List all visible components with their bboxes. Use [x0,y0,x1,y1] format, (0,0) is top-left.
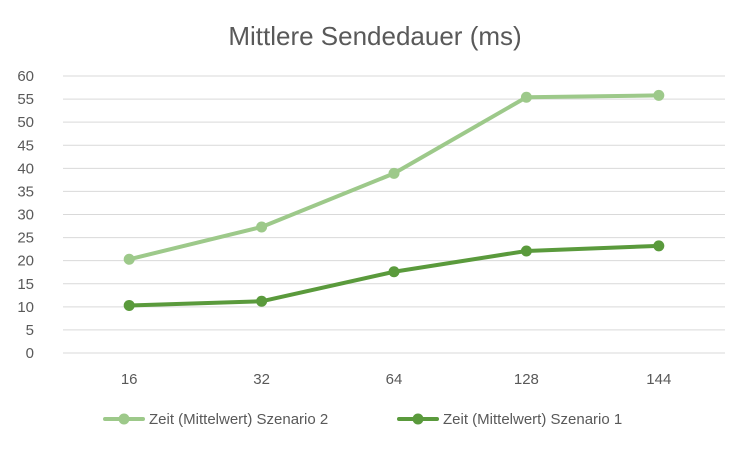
y-tick-label: 25 [17,230,34,247]
y-tick-label: 10 [17,299,34,316]
data-point [388,266,400,278]
y-axis-ticks: 0 5 10 15 20 25 30 35 40 45 50 55 60 [17,68,34,362]
gridlines [63,75,725,354]
x-tick-label: 144 [646,371,671,388]
legend-swatch-marker [412,413,424,425]
data-point [123,253,135,265]
data-point [653,89,665,101]
data-point [520,245,532,257]
legend-label: Zeit (Mittelwert) Szenario 1 [443,411,622,428]
x-tick-label: 128 [514,371,539,388]
y-tick-label: 45 [17,137,34,154]
legend: Zeit (Mittelwert) Szenario 2 Zeit (Mittel… [103,411,622,428]
legend-label: Zeit (Mittelwert) Szenario 2 [149,411,328,428]
data-point [653,240,665,252]
y-tick-label: 30 [17,207,34,224]
data-point [256,295,268,307]
y-tick-label: 20 [17,253,34,270]
data-point [256,221,268,233]
y-tick-label: 60 [17,68,34,85]
y-tick-label: 0 [26,345,34,362]
y-tick-label: 35 [17,183,34,200]
x-axis-ticks: 16 32 64 128 144 [121,371,671,388]
y-tick-label: 15 [17,276,34,293]
y-tick-label: 40 [17,160,34,177]
chart-title: Mittlere Sendedauer (ms) [228,21,521,51]
legend-swatch-marker [118,413,130,425]
y-tick-label: 55 [17,91,34,108]
data-point [388,167,400,179]
x-tick-label: 16 [121,371,138,388]
data-point [520,91,532,103]
x-tick-label: 64 [386,371,403,388]
y-tick-label: 5 [26,322,34,339]
series-lines [123,89,665,311]
data-point [123,299,135,311]
x-tick-label: 32 [253,371,270,388]
y-tick-label: 50 [17,114,34,131]
